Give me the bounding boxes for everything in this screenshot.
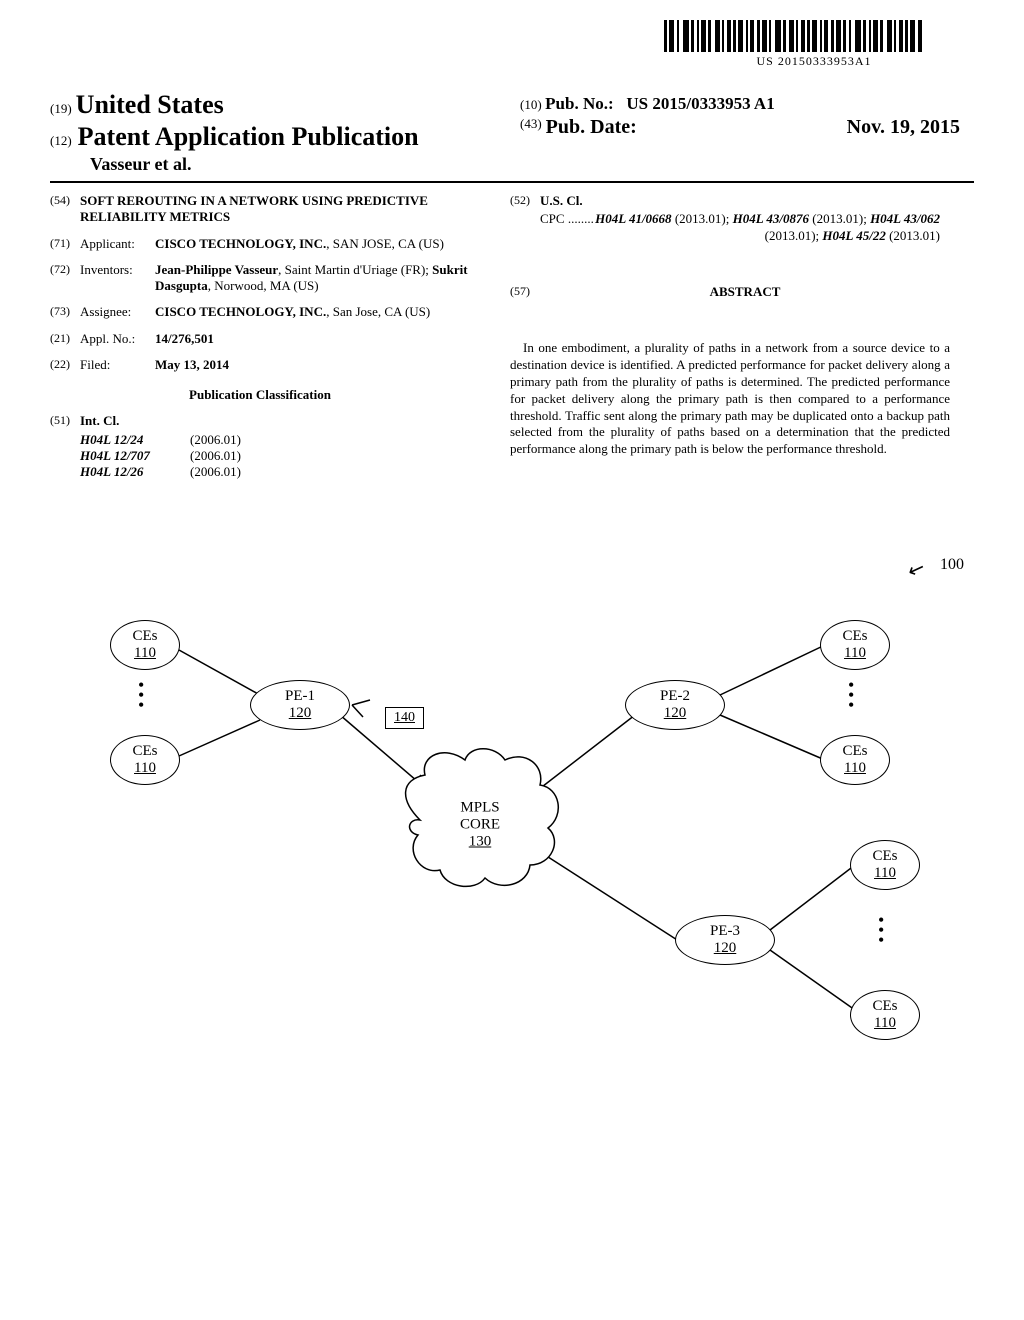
- node-label-top: CEs: [132, 628, 157, 645]
- cloud-l3: 130: [460, 834, 500, 851]
- intcl-label: Int. Cl.: [80, 413, 119, 429]
- assignee-name: CISCO TECHNOLOGY, INC.: [155, 304, 326, 319]
- cloud-label: MPLS CORE 130: [460, 800, 500, 851]
- node-label-bottom: 110: [844, 760, 866, 777]
- node-label-bottom: 110: [874, 1015, 896, 1032]
- vertical-dots: •••: [878, 915, 884, 945]
- main-columns: (54) SOFT REROUTING IN A NETWORK USING P…: [50, 193, 974, 480]
- node-ce-mr: CEs 110: [820, 735, 890, 785]
- applicant-label: Applicant:: [80, 236, 155, 252]
- authors-line: Vasseur et al.: [90, 154, 974, 175]
- ref-100-text: 100: [940, 556, 964, 573]
- inventor-loc-2: , Norwood, MA (US): [208, 278, 319, 293]
- inventors-label: Inventors:: [80, 262, 155, 295]
- pub-no-prefix: (10): [520, 97, 542, 112]
- node-label-bottom: 120: [289, 705, 312, 722]
- node-label-top: CEs: [132, 743, 157, 760]
- node-label-top: CEs: [842, 743, 867, 760]
- pub-no-value: US 2015/0333953 A1: [626, 94, 774, 113]
- node-label-bottom: 110: [874, 865, 896, 882]
- right-header: (10) Pub. No.: US 2015/0333953 A1 (43) P…: [520, 94, 960, 139]
- pub-no-label: Pub. No.:: [545, 94, 613, 113]
- node-label-top: PE-2: [660, 688, 690, 705]
- node-pe1: PE-1 120: [250, 680, 350, 730]
- cpc-block: CPC ........ H04L 41/0668 (2013.01); H04…: [540, 211, 950, 244]
- node-label-bottom: 110: [844, 645, 866, 662]
- curved-arrow-icon: ↙: [905, 555, 929, 584]
- intcl-row-yr: (2006.01): [190, 432, 241, 448]
- applicant-loc: , SAN JOSE, CA (US): [326, 236, 444, 251]
- node-label-bottom: 110: [134, 760, 156, 777]
- node-label-top: CEs: [842, 628, 867, 645]
- node-label-bottom: 120: [664, 705, 687, 722]
- header-divider: [50, 181, 974, 183]
- inventors-num: (72): [50, 262, 80, 295]
- country-prefix: (19): [50, 101, 72, 116]
- pub-type-prefix: (12): [50, 133, 72, 149]
- inventor-name-1: Jean-Philippe Vasseur: [155, 262, 278, 277]
- barcode-area: US 20150333953A1: [664, 20, 964, 69]
- applicant-num: (71): [50, 236, 80, 252]
- barcode-graphic: [664, 20, 964, 52]
- node-label-top: CEs: [872, 998, 897, 1015]
- intcl-row-yr: (2006.01): [190, 448, 241, 464]
- vertical-dots: •••: [848, 680, 854, 710]
- applno-label: Appl. No.:: [80, 331, 155, 347]
- applicant-name: CISCO TECHNOLOGY, INC.: [155, 236, 326, 251]
- uscl-num: (52): [510, 193, 540, 209]
- intcl-row-yr: (2006.01): [190, 464, 241, 480]
- left-column: (54) SOFT REROUTING IN A NETWORK USING P…: [50, 193, 470, 480]
- cloud-l2: CORE: [460, 817, 500, 834]
- abstract-heading: ABSTRACT: [540, 284, 950, 300]
- intcl-list: H04L 12/24(2006.01) H04L 12/707(2006.01)…: [80, 432, 470, 481]
- title-text: SOFT REROUTING IN A NETWORK USING PREDIC…: [80, 193, 470, 226]
- cpc-text: H04L 41/0668 (2013.01); H04L 43/0876 (20…: [595, 211, 940, 242]
- intcl-row-cls: H04L 12/26: [80, 464, 190, 480]
- pub-class-heading: Publication Classification: [50, 387, 470, 403]
- abstract-body: In one embodiment, a plurality of paths …: [510, 340, 950, 458]
- node-ce-br2: CEs 110: [850, 990, 920, 1040]
- cpc-label: CPC ........: [540, 211, 594, 227]
- pub-date-value: Nov. 19, 2015: [847, 116, 960, 139]
- country-name: United States: [76, 90, 224, 119]
- assignee-label: Assignee:: [80, 304, 155, 320]
- title-num: (54): [50, 193, 80, 226]
- vertical-dots: •••: [138, 680, 144, 710]
- node-label-top: PE-1: [285, 688, 315, 705]
- figure-ref-100: ↙ 100: [919, 550, 964, 575]
- node-pe2: PE-2 120: [625, 680, 725, 730]
- cloud-l1: MPLS: [460, 800, 500, 817]
- node-pe3: PE-3 120: [675, 915, 775, 965]
- barcode-number: US 20150333953A1: [664, 54, 964, 69]
- pub-type: Patent Application Publication: [78, 122, 419, 152]
- node-label-top: CEs: [872, 848, 897, 865]
- assignee-loc: , San Jose, CA (US): [326, 304, 430, 319]
- abstract-num: (57): [510, 284, 540, 300]
- filed-value: May 13, 2014: [155, 357, 470, 373]
- assignee-num: (73): [50, 304, 80, 320]
- right-column: (52) U.S. Cl. CPC ........ H04L 41/0668 …: [510, 193, 950, 480]
- applno-value: 14/276,501: [155, 331, 470, 347]
- pub-date-label: Pub. Date:: [546, 116, 637, 139]
- node-ce-tr: CEs 110: [820, 620, 890, 670]
- applno-num: (21): [50, 331, 80, 347]
- node-label-bottom: 110: [134, 645, 156, 662]
- filed-label: Filed:: [80, 357, 155, 373]
- intcl-num: (51): [50, 413, 80, 429]
- pub-date-prefix: (43): [520, 116, 542, 139]
- filed-num: (22): [50, 357, 80, 373]
- ref-box-140: 140: [385, 707, 424, 729]
- node-ce-bl: CEs 110: [110, 735, 180, 785]
- node-ce-br1: CEs 110: [850, 840, 920, 890]
- uscl-label: U.S. Cl.: [540, 193, 583, 209]
- intcl-row-cls: H04L 12/24: [80, 432, 190, 448]
- node-label-top: PE-3: [710, 923, 740, 940]
- node-label-bottom: 120: [714, 940, 737, 957]
- intcl-row-cls: H04L 12/707: [80, 448, 190, 464]
- figure-container: ↙ 100 CEs 110 CEs 110 ••• PE-1 120 140 M…: [50, 550, 974, 1070]
- inventor-loc-1: , Saint Martin d'Uriage (FR);: [278, 262, 432, 277]
- node-ce-tl: CEs 110: [110, 620, 180, 670]
